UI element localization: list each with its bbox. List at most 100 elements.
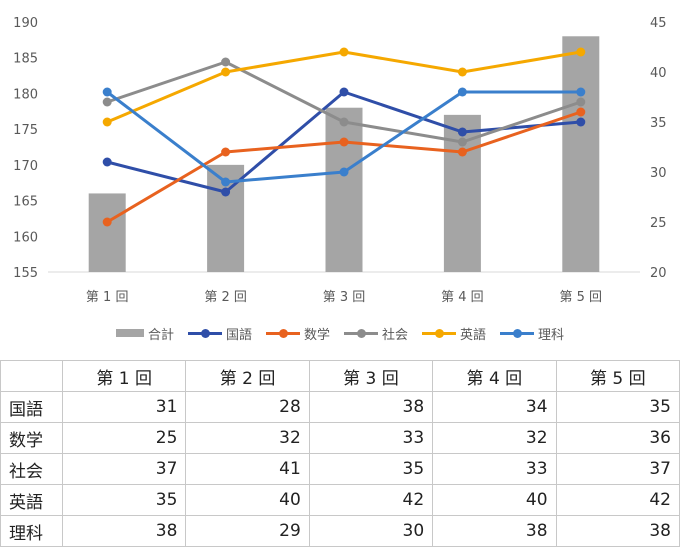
chart-plot: 155 160 165 170 175 180 185 190 20 25 30 35 40 45 第 1 … (13, 16, 667, 305)
series-point (457, 147, 467, 157)
table-cell: 29 (185, 515, 310, 547)
table-cell: 40 (432, 484, 557, 516)
table-row: 理科 38 29 30 38 38 (0, 515, 680, 547)
table-header-cell: 第 2 回 (185, 360, 310, 392)
series-point (221, 187, 231, 197)
y-left-tick-label: 165 (13, 195, 38, 210)
series-point (221, 57, 231, 67)
table-cell: 42 (308, 484, 434, 516)
table-row: 国語 31 28 38 34 35 (0, 391, 680, 423)
x-tick-label: 第 3 回 (323, 290, 366, 305)
y-right-tick-label: 20 (650, 266, 667, 281)
table-row: 数学 25 32 33 32 36 (0, 422, 680, 454)
series-point (339, 167, 349, 177)
table-cell: 37 (555, 453, 680, 485)
table-cell: 32 (432, 422, 557, 454)
series-point (576, 97, 586, 107)
series-point (339, 117, 349, 127)
table-cell: 38 (432, 515, 557, 547)
table-cell: 36 (555, 422, 680, 454)
y-left-tick-label: 185 (13, 52, 38, 67)
series-point (339, 47, 349, 57)
row-label: 数学 (0, 422, 63, 454)
legend-line-swatch (265, 327, 300, 339)
series-point (102, 157, 112, 167)
legend-line-swatch (500, 327, 535, 339)
series-point (102, 217, 112, 227)
legend-line-swatch (187, 327, 222, 339)
legend-line-swatch (344, 327, 378, 339)
table-cell: 41 (185, 453, 310, 485)
table-header-cell: 第 5 回 (555, 360, 680, 392)
legend-line-swatch (422, 327, 457, 339)
x-tick-label: 第 4 回 (441, 290, 484, 305)
table-cell: 33 (308, 422, 434, 454)
chart-legend: 合計 国語 数学 社会 英語 理科 (0, 322, 680, 344)
table-cell: 30 (308, 515, 434, 547)
legend-label: 国語 (225, 327, 252, 343)
table-cell: 32 (185, 422, 310, 454)
series-point (102, 117, 112, 127)
x-tick-label: 第 1 回 (86, 290, 129, 305)
combo-chart: 155 160 165 170 175 180 185 190 20 25 30 35 40 45 第 1 … (0, 16, 680, 344)
series-point (576, 87, 586, 97)
y-left-tick-label: 160 (13, 230, 38, 245)
x-tick-label: 第 2 回 (204, 290, 247, 305)
y-left-tick-label: 180 (13, 87, 38, 102)
series-point (457, 67, 467, 77)
table-header-cell: 第 1 回 (61, 360, 187, 392)
y-left-tick-label: 170 (13, 159, 38, 174)
row-label: 英語 (0, 484, 63, 516)
table-cell: 38 (308, 391, 434, 423)
series-point (576, 117, 586, 127)
legend-label: 英語 (460, 327, 487, 343)
y-left-tick-label: 190 (13, 16, 38, 31)
legend-bar-swatch (115, 329, 144, 337)
y-left-tick-label: 175 (13, 123, 38, 138)
y-right-tick-label: 30 (650, 166, 667, 181)
table-cell: 33 (432, 453, 557, 485)
series-point (576, 47, 586, 57)
legend-label: 数学 (303, 327, 330, 343)
table-row: 社会 37 41 35 33 37 (0, 453, 680, 485)
series-point (457, 137, 467, 147)
table-cell: 35 (308, 453, 434, 485)
series-point (102, 97, 112, 107)
table-cell: 38 (555, 515, 680, 547)
series-point (339, 137, 349, 147)
bar-total (562, 36, 600, 273)
legend-item: 英語 (422, 324, 486, 343)
table-header-cell: 第 3 回 (308, 360, 434, 392)
series-point (339, 87, 349, 97)
series-point (457, 127, 467, 137)
table-cell: 34 (432, 391, 557, 423)
y-right-tick-label: 25 (650, 216, 667, 231)
row-label: 社会 (0, 453, 63, 485)
row-label: 国語 (0, 391, 63, 423)
series-point (221, 177, 231, 187)
x-tick-label: 第 5 回 (560, 290, 603, 305)
legend-item: 国語 (187, 324, 252, 343)
table-cell: 28 (185, 391, 310, 423)
table-cell: 25 (61, 422, 187, 454)
series-point (221, 147, 231, 157)
table-cell: 31 (61, 391, 187, 423)
legend-label: 理科 (538, 327, 565, 343)
y-right-tick-label: 45 (650, 16, 667, 31)
data-table: 第 1 回 第 2 回 第 3 回 第 4 回 第 5 回 国語 31 28 3… (0, 360, 680, 547)
series-point (576, 107, 586, 117)
table-cell: 38 (61, 515, 187, 547)
legend-label: 社会 (382, 327, 409, 343)
legend-label: 合計 (147, 327, 174, 343)
table-cell: 42 (555, 484, 680, 516)
table-row: 英語 35 40 42 40 42 (0, 484, 680, 516)
table-cell: 40 (185, 484, 310, 516)
table-cell: 37 (61, 453, 187, 485)
row-label: 理科 (0, 515, 63, 547)
y-right-tick-label: 40 (650, 66, 667, 81)
bar-total (325, 107, 363, 272)
legend-item: 合計 (115, 324, 174, 343)
y-left-tick-label: 155 (13, 266, 38, 281)
table-cell: 35 (555, 391, 680, 423)
series-point (102, 87, 112, 97)
